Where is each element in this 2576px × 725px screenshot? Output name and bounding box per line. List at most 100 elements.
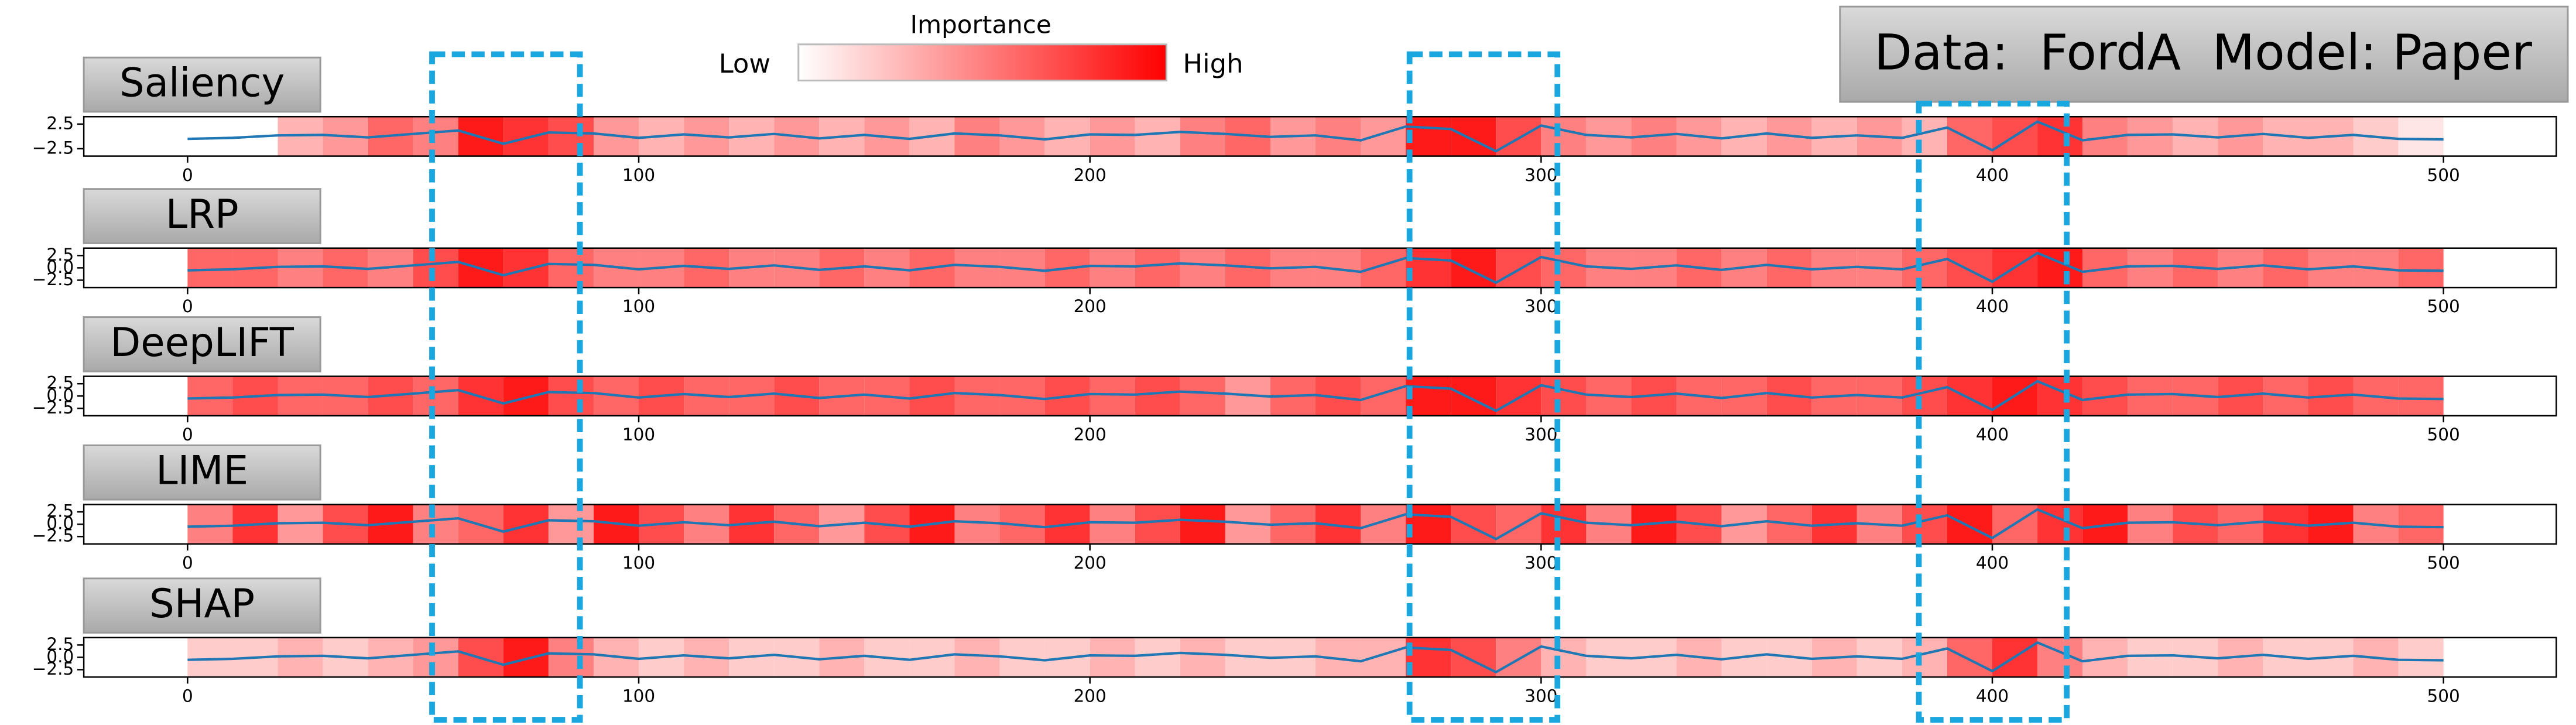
method-label-box [83, 56, 321, 113]
importance-cell [1180, 248, 1225, 288]
importance-cell [1451, 637, 1496, 678]
colorbar-high: High [1183, 48, 1243, 79]
importance-cell [1451, 504, 1496, 544]
importance-cell [1406, 376, 1451, 416]
importance-cell [548, 376, 594, 416]
importance-cell [413, 248, 458, 288]
importance-cell [1541, 117, 1587, 156]
method-label: SHAP [149, 580, 255, 627]
importance-cell [1451, 248, 1496, 288]
importance-cell [1496, 376, 1542, 416]
x-tick-label: 200 [1074, 553, 1107, 573]
y-tick-label: −2.5 [32, 526, 74, 546]
x-tick-label: 100 [622, 425, 655, 444]
y-tick-label: −2.5 [32, 398, 74, 418]
importance-cell [2398, 376, 2444, 416]
importance-cell [503, 117, 549, 156]
importance-cell [1947, 504, 1993, 544]
y-tick-label: 2.5 [46, 245, 74, 265]
importance-cell [1541, 637, 1587, 678]
importance-cell [1947, 117, 1993, 156]
method-label-box [83, 188, 321, 244]
importance-cell [548, 637, 594, 678]
colorbar-low: Low [719, 48, 770, 79]
importance-cell [187, 637, 233, 678]
importance-cell [413, 504, 458, 544]
importance-cell [1451, 117, 1496, 156]
importance-cell [1496, 248, 1542, 288]
x-tick-label: 300 [1525, 165, 1557, 185]
importance-cell [1361, 637, 1406, 678]
x-tick-label: 100 [622, 296, 655, 316]
importance-cell [954, 376, 1000, 416]
x-tick-label: 400 [1976, 165, 2009, 185]
y-tick-label: 2.5 [46, 373, 74, 393]
importance-cell [1406, 637, 1451, 678]
importance-cell [2128, 637, 2173, 678]
method-label: LRP [166, 191, 239, 237]
importance-cell [1180, 376, 1225, 416]
importance-cell [1406, 504, 1451, 544]
x-tick-label: 300 [1525, 686, 1557, 706]
importance-cell [1496, 637, 1542, 678]
x-tick-label: 100 [622, 553, 655, 573]
importance-cell [187, 504, 233, 544]
x-tick-label: 300 [1525, 553, 1557, 573]
importance-cell [413, 376, 458, 416]
importance-cell [954, 248, 1000, 288]
importance-cell [2128, 117, 2173, 156]
x-tick-label: 0 [182, 686, 193, 706]
x-tick-label: 500 [2427, 165, 2460, 185]
x-tick-label: 200 [1074, 686, 1107, 706]
importance-cell [1406, 117, 1451, 156]
importance-cell [2128, 376, 2173, 416]
importance-cell [1180, 504, 1225, 544]
importance-cell [1947, 248, 1993, 288]
x-tick-label: 200 [1074, 425, 1107, 444]
y-tick-label: −2.5 [32, 138, 74, 158]
x-tick-label: 100 [622, 165, 655, 185]
y-tick-label: 2.5 [46, 113, 74, 133]
importance-cell [1180, 637, 1225, 678]
x-tick-label: 500 [2427, 553, 2460, 573]
x-tick-label: 400 [1976, 296, 2009, 316]
importance-cell [1496, 504, 1542, 544]
importance-cell [413, 637, 458, 678]
importance-cell [954, 637, 1000, 678]
importance-cell [2128, 248, 2173, 288]
importance-cell [1135, 376, 1180, 416]
importance-cell [1947, 637, 1993, 678]
importance-cell [954, 504, 1000, 544]
method-label: Saliency [119, 59, 285, 105]
y-tick-label: 2.5 [46, 501, 74, 521]
highlight-box [1916, 100, 2070, 723]
y-tick-label: 0.0 [46, 514, 74, 534]
importance-cell [2398, 248, 2444, 288]
title-box [1839, 5, 2569, 103]
importance-cell [1135, 248, 1180, 288]
importance-cell [503, 637, 549, 678]
importance-cell [1496, 117, 1542, 156]
importance-cell [1090, 248, 1135, 288]
importance-cell [2398, 504, 2444, 544]
y-tick-label: 0.0 [46, 385, 74, 405]
method-label: DeepLIFT [110, 319, 294, 365]
x-tick-label: 500 [2427, 425, 2460, 444]
importance-cell [2128, 504, 2173, 544]
importance-cell [1090, 637, 1135, 678]
x-tick-label: 200 [1074, 165, 1107, 185]
x-tick-label: 0 [182, 553, 193, 573]
x-tick-label: 0 [182, 296, 193, 316]
x-tick-label: 500 [2427, 686, 2460, 706]
method-label-box [83, 444, 321, 501]
importance-cell [548, 504, 594, 544]
importance-cell [187, 117, 233, 156]
x-tick-label: 400 [1976, 553, 2009, 573]
importance-cell [503, 504, 549, 544]
x-tick-label: 400 [1976, 425, 2009, 444]
x-tick-label: 400 [1976, 686, 2009, 706]
colorbar-title: Importance [910, 10, 1051, 39]
y-tick-label: 2.5 [46, 634, 74, 654]
importance-cell [1090, 117, 1135, 156]
